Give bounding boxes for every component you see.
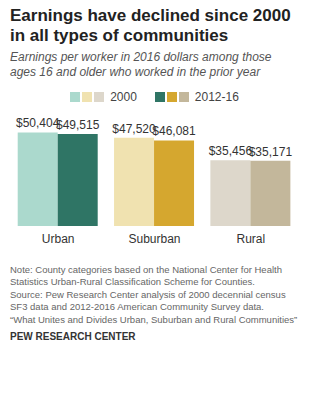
svg-text:$35,171: $35,171 bbox=[249, 145, 293, 159]
html-text:PEW RESEARCH CENTER: PEW RESEARCH CENTER bbox=[10, 331, 136, 342]
svg-text:$35,456: $35,456 bbox=[209, 144, 253, 158]
html-text:2012-16: 2012-16 bbox=[194, 90, 239, 104]
html-text:Earnings per worker in 2016 do: Earnings per worker in 2016 dollars amon… bbox=[10, 50, 272, 79]
svg-text:$47,520: $47,520 bbox=[112, 122, 156, 136]
svg-text:$49,515: $49,515 bbox=[56, 118, 100, 132]
html-text:Note: County categories based: Note: County categories based on the Nat… bbox=[10, 264, 282, 287]
html-text:“What Unites and Divides Urban: “What Unites and Divides Urban, Suburban… bbox=[10, 314, 298, 325]
svg-text:$46,081: $46,081 bbox=[152, 124, 196, 138]
svg-text:Urban: Urban bbox=[42, 232, 75, 246]
html-text:Earnings have declined since 2: Earnings have declined since 2000 in all… bbox=[10, 6, 291, 45]
html-text:2000: 2000 bbox=[110, 90, 137, 104]
svg-text:$50,404: $50,404 bbox=[16, 116, 60, 130]
html-text:Source: Pew Research Center an: Source: Pew Research Center analysis of … bbox=[10, 289, 286, 312]
svg-text:Rural: Rural bbox=[236, 232, 265, 246]
svg-text:Suburban: Suburban bbox=[128, 232, 180, 246]
